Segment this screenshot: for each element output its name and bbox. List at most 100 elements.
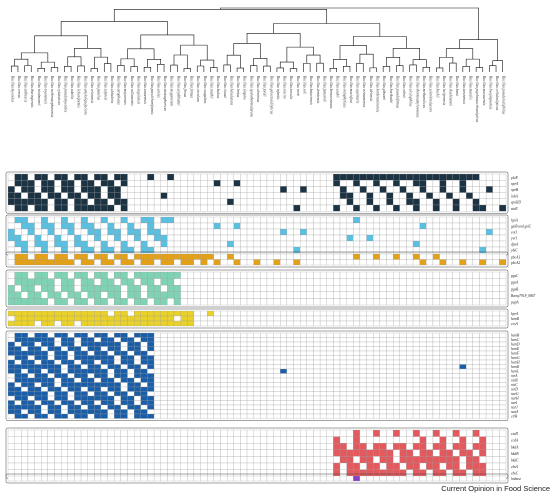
gene-label: spoIIIJ: [511, 201, 522, 205]
cell-absent: [300, 310, 307, 317]
cell-absent: [313, 173, 321, 181]
cell-absent: [180, 395, 188, 401]
cell-absent: [406, 186, 414, 193]
cell-present: [253, 259, 261, 266]
cell-absent: [466, 404, 473, 410]
cell-absent: [233, 373, 241, 379]
cell-absent: [67, 234, 75, 242]
cell-present: [87, 400, 95, 406]
cell-present: [54, 355, 62, 361]
cell-absent: [359, 359, 367, 365]
cell-present: [21, 285, 29, 292]
cell-present: [134, 320, 141, 327]
cell-present: [100, 271, 108, 279]
cell-absent: [319, 377, 327, 383]
cell-absent: [432, 298, 440, 306]
cell-absent: [426, 259, 434, 266]
tree-branch: [143, 66, 152, 72]
cell-absent: [293, 278, 301, 286]
cell-absent: [499, 222, 507, 230]
cell-present: [432, 443, 440, 450]
cell-absent: [485, 180, 493, 187]
cell-absent: [472, 216, 480, 224]
cell-absent: [313, 359, 321, 365]
gene-label: hemH: [511, 361, 520, 365]
cell-absent: [485, 337, 493, 343]
cell-absent: [60, 436, 68, 444]
cell-absent: [193, 298, 201, 306]
cell-absent: [446, 198, 454, 206]
cell-present: [120, 315, 128, 322]
cell-absent: [94, 259, 102, 266]
cell-absent: [80, 456, 88, 464]
cell-present: [60, 285, 68, 292]
cell-absent: [300, 404, 307, 410]
cell-absent: [333, 368, 341, 374]
cell-absent: [485, 359, 493, 365]
cell-absent: [293, 364, 301, 370]
tree-branch: [279, 61, 294, 69]
cell-absent: [233, 253, 241, 260]
cell-present: [54, 364, 62, 370]
cell-absent: [286, 216, 294, 224]
cell-present: [333, 436, 341, 444]
cell-absent: [207, 462, 214, 470]
cell-absent: [466, 429, 473, 437]
cell-absent: [359, 222, 367, 230]
cell-absent: [180, 409, 188, 415]
cell-present: [80, 278, 88, 286]
cell-absent: [439, 216, 447, 224]
cell-absent: [41, 346, 48, 352]
cell-absent: [127, 462, 135, 470]
cell-absent: [479, 222, 487, 230]
cell-absent: [14, 222, 22, 230]
cell-absent: [459, 404, 467, 410]
cell-absent: [260, 359, 268, 365]
cell-absent: [147, 475, 155, 482]
cell-present: [459, 173, 467, 181]
cell-present: [346, 173, 354, 181]
cell-absent: [392, 186, 400, 193]
cell-present: [67, 278, 75, 286]
cell-absent: [313, 198, 321, 206]
cell-absent: [240, 373, 248, 379]
cell-absent: [479, 332, 487, 338]
cell-absent: [439, 373, 447, 379]
cell-absent: [419, 204, 427, 212]
cell-present: [346, 192, 354, 199]
cell-absent: [452, 240, 460, 248]
cell-absent: [14, 462, 22, 470]
cell-absent: [213, 320, 221, 327]
cell-absent: [246, 320, 254, 327]
cell-absent: [14, 382, 22, 388]
cell-absent: [280, 475, 288, 482]
cell-absent: [373, 240, 380, 248]
cell-absent: [54, 429, 62, 437]
cell-absent: [21, 368, 29, 374]
cell-absent: [392, 386, 400, 392]
cell-absent: [432, 359, 440, 365]
cell-absent: [432, 395, 440, 401]
cell-absent: [392, 395, 400, 401]
cell-absent: [127, 436, 135, 444]
cell-absent: [306, 346, 314, 352]
cell-present: [80, 400, 88, 406]
cell-absent: [339, 409, 347, 415]
cell-absent: [253, 173, 261, 181]
cell-present: [21, 222, 29, 230]
cell-absent: [200, 429, 208, 437]
cell-absent: [379, 180, 387, 187]
cell-absent: [153, 449, 161, 457]
cell-absent: [167, 222, 175, 230]
species-label: Bacillus safensis: [103, 76, 107, 101]
cell-absent: [153, 475, 161, 482]
cell-absent: [492, 359, 500, 365]
cell-absent: [240, 315, 248, 322]
cell-absent: [366, 346, 374, 352]
cell-present: [80, 337, 88, 343]
cell-absent: [426, 234, 434, 242]
cell-present: [21, 350, 29, 356]
tree-branch: [220, 7, 479, 40]
cell-present: [21, 173, 29, 181]
cell-present: [114, 271, 122, 279]
